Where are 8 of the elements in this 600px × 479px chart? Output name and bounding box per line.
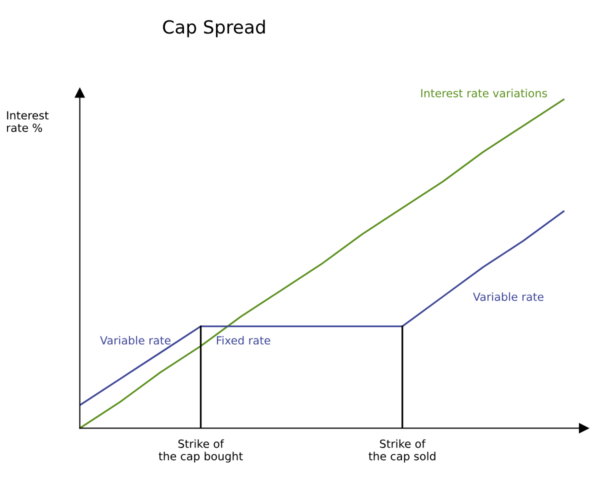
y-axis-title: Interest rate % <box>7 111 49 132</box>
chart-title: Cap Spread <box>163 20 265 38</box>
series-label: Interest rate variations <box>421 88 547 98</box>
x-tick-label: Strike of the cap bought <box>158 439 243 463</box>
annotation: Variable rate <box>100 336 170 345</box>
x-tick-label: Strike of the cap sold <box>368 439 436 463</box>
annotation: Variable rate <box>473 292 544 301</box>
annotation: Fixed rate <box>216 336 270 345</box>
